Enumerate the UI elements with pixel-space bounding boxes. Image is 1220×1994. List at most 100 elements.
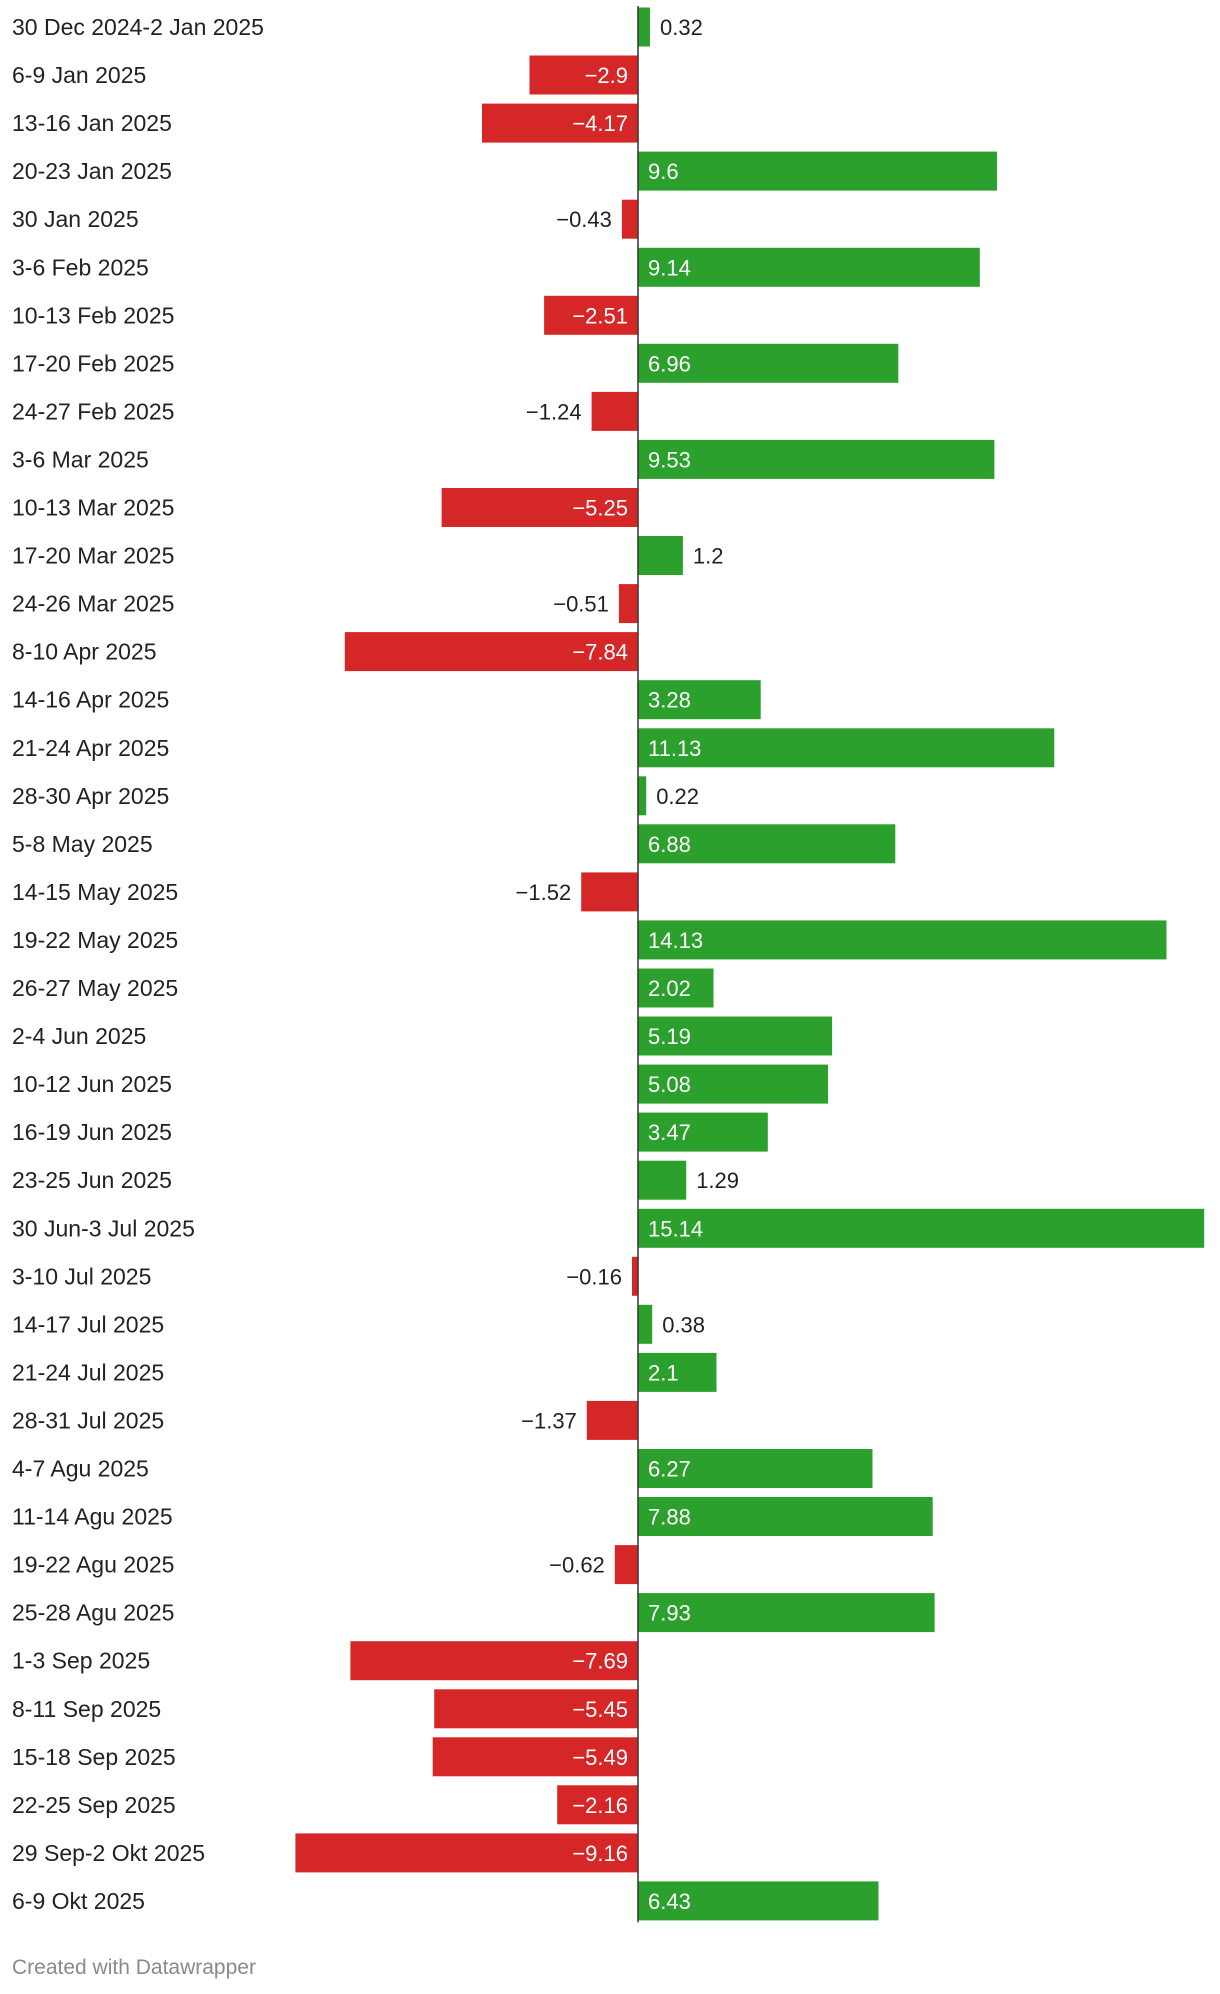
value-label: −5.45 xyxy=(572,1697,628,1722)
category-label: 14-16 Apr 2025 xyxy=(12,687,169,713)
value-labels-group: 0.32 −2.9 −4.17 9.6 −0.43 9.14 −2.51 6.96 −1.24 9… xyxy=(516,15,740,1914)
value-label: 6.27 xyxy=(648,1457,691,1482)
value-label: −0.51 xyxy=(553,592,609,617)
bar xyxy=(638,1593,935,1633)
value-label: −7.69 xyxy=(572,1649,628,1674)
bar xyxy=(638,1016,833,1056)
bar xyxy=(638,1160,687,1200)
category-label: 6-9 Jan 2025 xyxy=(12,62,146,88)
category-label: 2-4 Jun 2025 xyxy=(12,1023,146,1049)
category-label: 30 Jan 2025 xyxy=(12,206,139,232)
value-label: −0.62 xyxy=(549,1553,605,1578)
bar xyxy=(638,7,650,47)
bar xyxy=(638,1304,653,1344)
bar xyxy=(632,1256,638,1296)
value-label: 0.38 xyxy=(662,1312,705,1337)
value-label: 0.32 xyxy=(660,15,703,40)
bar xyxy=(441,488,638,527)
bar xyxy=(638,343,899,383)
bar xyxy=(544,295,638,335)
category-label: 23-25 Jun 2025 xyxy=(12,1167,172,1193)
datawrapper-credit: Created with Datawrapper xyxy=(12,1956,256,1979)
bar xyxy=(638,728,1055,768)
bar xyxy=(638,151,997,191)
category-label: 24-27 Feb 2025 xyxy=(12,398,174,424)
category-label: 3-6 Mar 2025 xyxy=(12,446,149,472)
category-label: 15-18 Sep 2025 xyxy=(12,1744,176,1770)
value-label: 2.1 xyxy=(648,1360,679,1385)
category-label: 19-22 Agu 2025 xyxy=(12,1552,174,1578)
bar xyxy=(638,1064,828,1104)
value-label: 9.53 xyxy=(648,447,691,472)
value-label: 14.13 xyxy=(648,928,703,953)
value-label: −9.16 xyxy=(572,1841,628,1866)
value-label: 0.22 xyxy=(656,784,699,809)
bars-group xyxy=(295,7,1205,1921)
category-label: 28-31 Jul 2025 xyxy=(12,1407,164,1433)
category-label: 10-13 Feb 2025 xyxy=(12,302,174,328)
value-label: 11.13 xyxy=(648,736,701,761)
bar xyxy=(638,920,1167,960)
category-label: 29 Sep-2 Okt 2025 xyxy=(12,1840,205,1866)
category-label: 17-20 Mar 2025 xyxy=(12,543,174,569)
value-label: 15.14 xyxy=(648,1216,703,1241)
value-label: 2.02 xyxy=(648,976,691,1001)
bar xyxy=(638,1352,717,1392)
category-label: 20-23 Jan 2025 xyxy=(12,158,172,184)
bar xyxy=(586,1400,638,1440)
category-label: 8-10 Apr 2025 xyxy=(12,639,157,665)
bar xyxy=(482,103,638,143)
category-label: 17-20 Feb 2025 xyxy=(12,350,174,376)
value-label: 5.08 xyxy=(648,1072,691,1097)
category-label: 19-22 May 2025 xyxy=(12,927,178,953)
value-label: 6.96 xyxy=(648,351,691,376)
bar xyxy=(638,1881,879,1921)
value-label: −2.16 xyxy=(572,1793,628,1818)
value-label: −2.9 xyxy=(585,63,628,88)
value-label: 3.47 xyxy=(648,1120,691,1145)
bar xyxy=(618,584,638,624)
bar xyxy=(350,1641,638,1681)
value-label: 9.14 xyxy=(648,255,691,280)
bar xyxy=(638,536,683,575)
bar xyxy=(638,776,647,816)
value-label: −1.37 xyxy=(521,1408,577,1433)
category-label: 8-11 Sep 2025 xyxy=(12,1696,161,1722)
category-labels-group: 30 Dec 2024-2 Jan 2025 6-9 Jan 2025 13-16 … xyxy=(12,14,264,1914)
category-label: 30 Dec 2024-2 Jan 2025 xyxy=(12,14,264,40)
category-label: 4-7 Agu 2025 xyxy=(12,1456,149,1482)
bar xyxy=(581,872,638,912)
value-label: 7.93 xyxy=(648,1601,691,1626)
bar xyxy=(621,199,638,239)
bar xyxy=(295,1833,638,1873)
category-label: 5-8 May 2025 xyxy=(12,831,153,857)
category-label: 11-14 Agu 2025 xyxy=(12,1504,173,1530)
bar xyxy=(638,1112,768,1152)
category-label: 3-6 Feb 2025 xyxy=(12,254,149,280)
bar xyxy=(344,632,638,672)
category-label: 16-19 Jun 2025 xyxy=(12,1119,172,1145)
value-label: 1.2 xyxy=(693,544,724,569)
category-label: 14-17 Jul 2025 xyxy=(12,1311,164,1337)
bar xyxy=(638,1208,1205,1248)
bar xyxy=(638,1497,933,1536)
value-label: 6.43 xyxy=(648,1889,691,1914)
value-label: 5.19 xyxy=(648,1024,691,1049)
bar xyxy=(638,968,714,1008)
value-label: −0.16 xyxy=(566,1264,622,1289)
bar xyxy=(638,680,761,720)
value-label: −7.84 xyxy=(572,640,628,665)
value-label: −1.52 xyxy=(516,880,572,905)
category-label: 1-3 Sep 2025 xyxy=(12,1648,150,1674)
bar xyxy=(557,1785,638,1825)
category-label: 21-24 Apr 2025 xyxy=(12,735,169,761)
value-label: 9.6 xyxy=(648,159,679,184)
value-label: −2.51 xyxy=(572,303,628,328)
category-label: 13-16 Jan 2025 xyxy=(12,110,172,136)
value-label: −4.17 xyxy=(572,111,628,136)
bar xyxy=(432,1737,638,1777)
value-label: −1.24 xyxy=(526,399,582,424)
value-label: 3.28 xyxy=(648,688,691,713)
category-label: 28-30 Apr 2025 xyxy=(12,783,169,809)
